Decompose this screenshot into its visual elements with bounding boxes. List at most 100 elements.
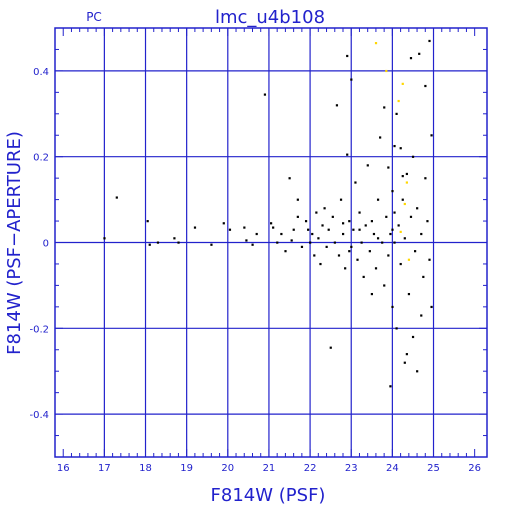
x-tick-label: 16 <box>57 463 70 474</box>
data-point <box>407 292 411 296</box>
data-point <box>319 262 322 266</box>
data-point <box>311 232 314 236</box>
data-point <box>393 241 396 244</box>
data-point <box>362 275 365 279</box>
data-point <box>379 136 382 139</box>
data-point <box>430 134 433 137</box>
data-point <box>395 112 398 115</box>
y-tick-label: 0 <box>43 239 49 250</box>
data-point <box>407 258 411 261</box>
data-point <box>331 215 334 218</box>
data-point <box>228 228 232 231</box>
data-point <box>296 198 299 201</box>
data-point <box>146 220 149 223</box>
data-point <box>360 241 363 244</box>
data-point <box>409 57 413 60</box>
data-point <box>397 224 400 227</box>
data-point <box>409 215 413 218</box>
x-tick-labels: 16 17 18 19 20 21 22 23 24 25 26 <box>57 463 481 474</box>
data-point <box>292 228 295 231</box>
data-point <box>403 361 406 364</box>
data-point <box>383 284 386 287</box>
chart-title: lmc_u4b108 <box>215 7 325 28</box>
data-point <box>339 198 343 201</box>
y-tick-label: -0.2 <box>29 324 49 335</box>
data-point <box>403 237 406 240</box>
data-point <box>370 292 373 296</box>
data-point <box>156 241 160 244</box>
data-point <box>342 222 345 225</box>
data-point <box>389 385 392 388</box>
data-point <box>370 220 373 223</box>
data-point <box>352 228 355 231</box>
data-points <box>103 39 433 388</box>
data-point <box>321 224 324 227</box>
x-tick-label: 18 <box>139 463 152 474</box>
y-tick-label: 0.2 <box>33 153 49 164</box>
data-point <box>364 224 367 227</box>
data-point <box>399 147 402 150</box>
data-point <box>387 254 390 257</box>
x-tick-label: 21 <box>263 463 276 474</box>
data-point <box>304 220 308 223</box>
data-point <box>389 232 392 236</box>
data-point <box>428 258 431 261</box>
corner-label: PC <box>86 10 102 24</box>
data-point <box>348 250 351 253</box>
data-point <box>284 250 287 253</box>
data-point <box>422 275 425 279</box>
data-point <box>263 93 267 96</box>
data-point <box>327 228 330 231</box>
data-point <box>368 250 371 253</box>
data-point <box>243 226 246 229</box>
data-point <box>376 237 380 240</box>
data-point <box>350 78 353 81</box>
data-point <box>272 226 275 229</box>
data-point <box>346 153 349 156</box>
data-point <box>399 230 402 233</box>
data-point <box>385 215 388 218</box>
data-point <box>428 39 431 43</box>
data-point <box>354 181 357 184</box>
data-point <box>288 177 291 180</box>
data-point <box>270 222 273 225</box>
data-point <box>393 211 396 214</box>
x-tick-label: 19 <box>180 463 193 474</box>
data-point <box>222 222 225 225</box>
data-point <box>210 243 213 246</box>
data-point <box>424 84 427 88</box>
data-point <box>333 241 336 244</box>
data-point <box>405 353 408 356</box>
data-point <box>405 172 408 176</box>
data-point <box>325 245 328 248</box>
data-point <box>358 228 361 231</box>
y-tick-labels: -0.4 -0.2 0 0.2 0.4 <box>29 67 49 421</box>
data-point <box>374 42 378 45</box>
data-point <box>344 267 347 270</box>
data-point <box>290 239 293 242</box>
data-point <box>403 202 406 206</box>
data-point <box>342 232 345 236</box>
data-point <box>276 241 279 244</box>
data-point <box>401 198 404 201</box>
data-point <box>115 196 118 199</box>
data-point <box>416 207 419 210</box>
data-point <box>395 327 398 330</box>
data-point <box>307 228 310 231</box>
data-point <box>374 267 378 270</box>
data-point <box>391 190 394 193</box>
data-point <box>381 241 384 244</box>
data-point <box>366 164 369 167</box>
data-point <box>391 228 394 231</box>
data-point <box>420 314 423 317</box>
data-point <box>416 370 419 373</box>
data-point <box>280 232 283 236</box>
data-point <box>401 82 404 85</box>
data-point <box>309 241 312 244</box>
data-point <box>317 237 320 240</box>
data-point <box>372 232 376 236</box>
y-axis-label: F814W (PSF−APERTURE) <box>4 131 25 355</box>
data-point <box>296 215 299 218</box>
data-point <box>350 245 353 248</box>
data-point <box>405 181 408 184</box>
